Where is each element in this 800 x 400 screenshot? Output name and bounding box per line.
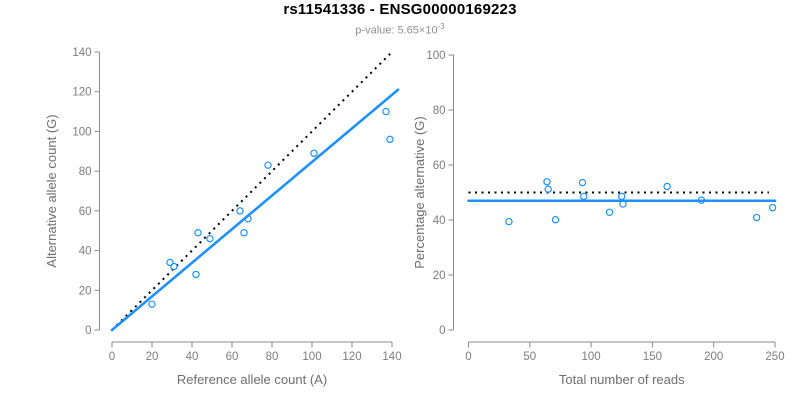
data-point [663, 182, 671, 191]
pvalue-text: p-value: 5.65×10 [355, 24, 438, 37]
pvalue-exponent: -3 [437, 22, 445, 31]
plot-area [110, 51, 400, 332]
x-tick-label: 20 [146, 351, 159, 363]
data-point [605, 208, 614, 216]
reference-dotted-line [111, 51, 393, 331]
data-point [619, 200, 627, 208]
data-point [697, 196, 706, 204]
y-tick-label: 40 [433, 215, 446, 227]
data-point [580, 192, 588, 201]
data-point [544, 185, 552, 193]
x-tick-label: 100 [582, 351, 601, 363]
y-tick-label: 100 [426, 50, 445, 62]
x-tick-label: 80 [266, 351, 279, 363]
x-tick-label: 50 [523, 351, 536, 363]
x-axis-title: Total number of reads [559, 372, 685, 387]
data-point [382, 107, 390, 116]
panel-left: 0 20 40 60 80 100 120 140 0 20 40 60 80 100 120 140 Refe… [44, 47, 402, 387]
y-tick-label: 20 [79, 285, 92, 297]
data-point [578, 178, 587, 187]
x-tick-label: 120 [342, 351, 361, 363]
y-tick-label: 140 [72, 47, 91, 59]
plot-title: rs11541336 - ENSG00000169223 [283, 1, 517, 18]
panel-right: 0 20 40 60 80 100 0 50 100 150 200 250 Total number … [412, 50, 785, 387]
data-point [505, 217, 513, 226]
y-tick-label: 60 [79, 206, 92, 218]
data-point [543, 178, 551, 186]
data-point [264, 161, 272, 169]
x-axis-title: Reference allele count (A) [177, 372, 327, 387]
y-axis-title: Percentage alternative (G) [412, 116, 427, 268]
y-tick-label: 20 [433, 270, 446, 282]
data-point [768, 203, 777, 212]
x-tick-label: 0 [109, 351, 115, 363]
data-point [236, 207, 244, 215]
data-point [192, 270, 200, 279]
fit-line [110, 88, 400, 332]
x-tick-label: 40 [186, 351, 199, 363]
y-tick-label: 0 [85, 325, 91, 337]
y-tick-label: 80 [79, 166, 92, 178]
data-point [206, 234, 214, 243]
x-tick-label: 200 [704, 351, 723, 363]
data-point [148, 300, 156, 308]
data-point [240, 228, 248, 237]
y-tick-label: 0 [439, 325, 445, 337]
x-tick-label: 0 [465, 351, 471, 363]
x-tick-label: 150 [643, 351, 662, 363]
y-tick-label: 40 [79, 246, 92, 258]
x-tick-label: 100 [302, 351, 321, 363]
y-tick-label: 120 [72, 87, 91, 99]
data-point [752, 213, 761, 222]
x-tick-label: 140 [382, 351, 401, 363]
data-point [310, 149, 318, 157]
y-axis-title: Alternative allele count (G) [44, 114, 59, 267]
plot-subtitle: p-value: 5.65×10-3 [0, 22, 800, 37]
x-tick-label: 250 [765, 351, 784, 363]
x-tick-label: 60 [226, 351, 239, 363]
y-tick-label: 100 [72, 126, 91, 138]
data-point [166, 258, 174, 267]
data-point [244, 215, 252, 223]
y-tick-label: 60 [433, 160, 446, 172]
data-point [618, 192, 626, 201]
data-point [386, 135, 394, 144]
data-point [551, 216, 560, 224]
y-tick-label: 80 [433, 105, 446, 117]
data-point [194, 228, 202, 237]
data-point [170, 262, 178, 271]
